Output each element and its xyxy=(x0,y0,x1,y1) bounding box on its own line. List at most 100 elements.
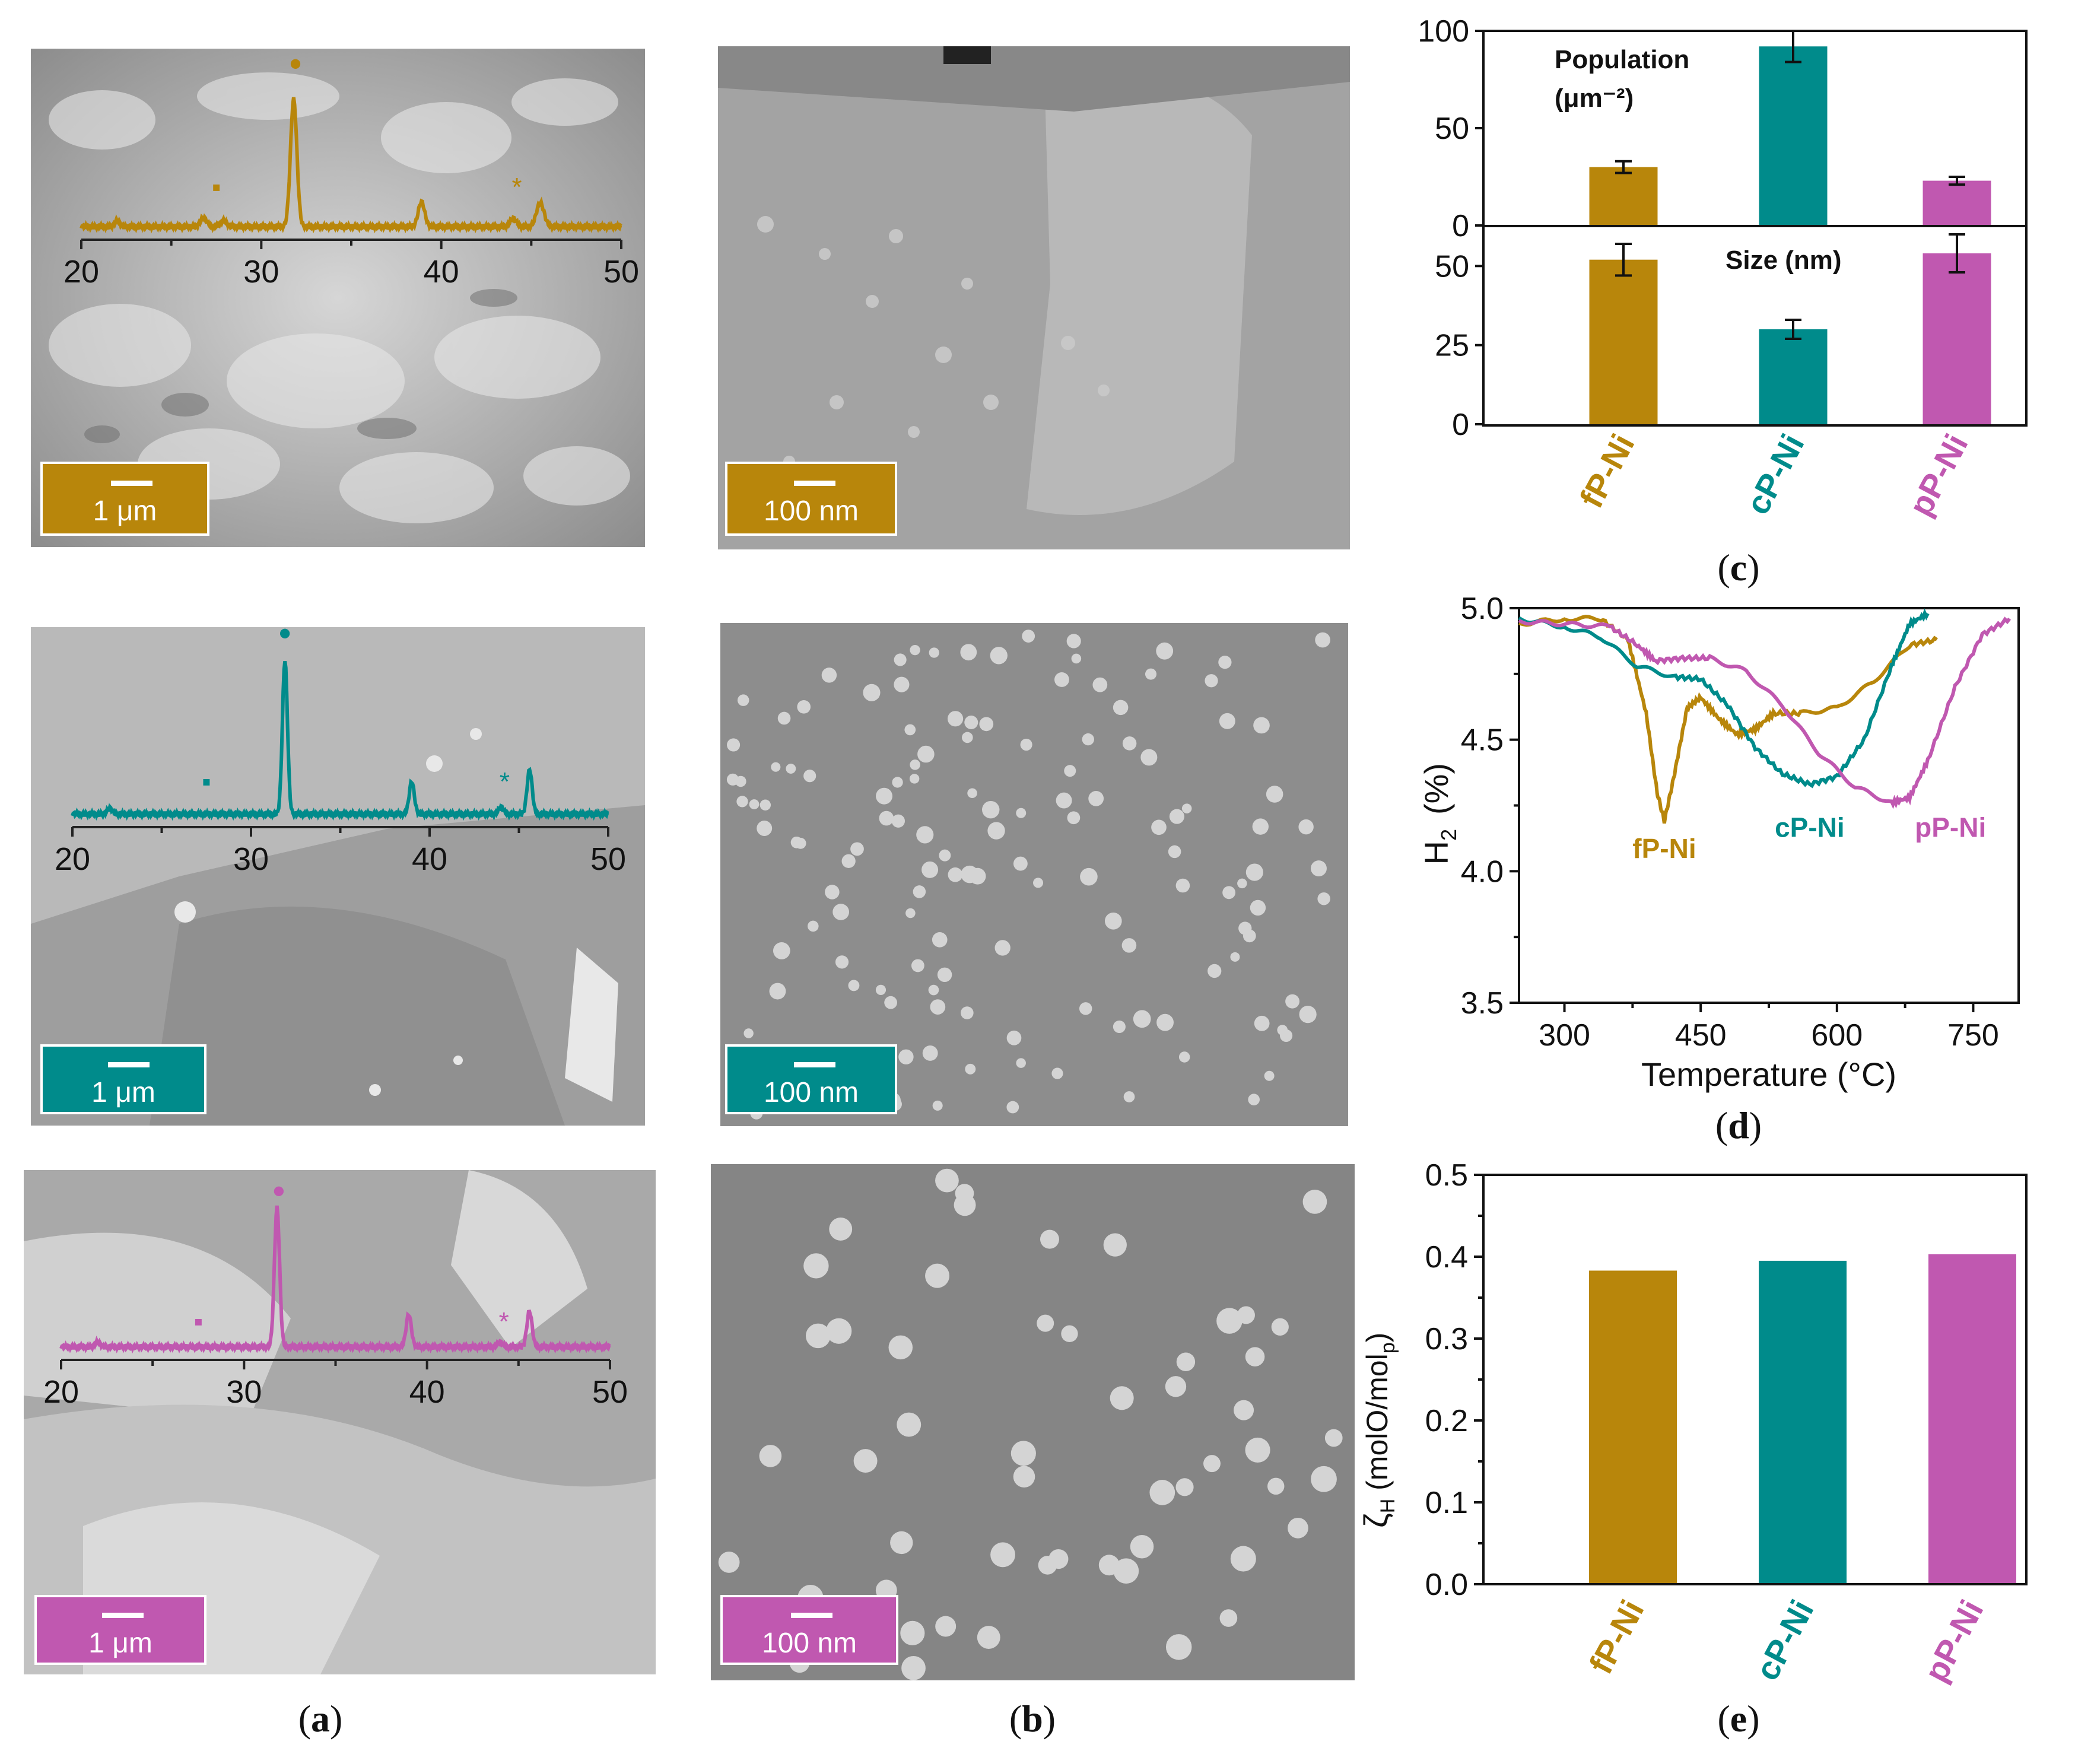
x-axis-label: Temperature (°C) xyxy=(1641,1056,1896,1093)
nanoparticle xyxy=(1121,938,1137,953)
nanoparticle xyxy=(894,676,910,692)
xrd-marker-dot: • xyxy=(289,47,301,84)
xrd-marker-square: ▪ xyxy=(193,1307,203,1336)
nanoparticle xyxy=(1175,1478,1194,1496)
caption-c: (c) xyxy=(1717,546,1760,589)
nanoparticle xyxy=(1203,1455,1221,1473)
nanoparticle xyxy=(897,1412,921,1437)
xrd-tick-label: 20 xyxy=(55,841,90,877)
nanoparticle xyxy=(977,1626,1000,1649)
nanoparticle xyxy=(922,1045,938,1061)
plot-frame xyxy=(1518,607,2020,1004)
y-axis-label: H2(%) xyxy=(1418,763,1461,865)
nanoparticle xyxy=(1250,900,1266,916)
nanoparticle xyxy=(1006,1030,1022,1045)
nanoparticle xyxy=(1113,1020,1126,1034)
nanoparticle xyxy=(929,647,939,658)
bar-fP-Ni xyxy=(1589,259,1658,424)
nanoparticle xyxy=(1205,674,1218,688)
sem-image-b-ppni xyxy=(711,1164,1355,1680)
nanoparticle xyxy=(1169,809,1184,824)
nanoparticle xyxy=(1064,765,1076,777)
nanoparticle xyxy=(1324,1429,1343,1447)
nanoparticle xyxy=(1022,630,1035,643)
nanoparticle xyxy=(1248,1094,1260,1105)
bar-pP-Ni xyxy=(1928,1254,2016,1584)
nanoparticle xyxy=(1218,656,1232,669)
y-tick-label: 50 xyxy=(1435,112,1469,146)
nanoparticle xyxy=(964,716,978,730)
xrd-tick-label: 50 xyxy=(603,254,639,290)
nanoparticle xyxy=(803,1253,829,1279)
nanoparticle xyxy=(1175,878,1190,893)
nanoparticle xyxy=(1149,1480,1175,1505)
nanoparticle xyxy=(825,885,840,900)
nanoparticle xyxy=(759,1445,782,1467)
nanoparticle xyxy=(1254,1015,1270,1031)
nanoparticle xyxy=(901,1655,926,1680)
nanoparticle xyxy=(1277,1025,1288,1035)
nanoparticle xyxy=(737,694,749,706)
nanoparticle xyxy=(1151,819,1167,835)
nanoparticle xyxy=(1067,811,1081,825)
nanoparticle xyxy=(1113,1558,1139,1584)
y-tick-label: 100 xyxy=(1418,14,1469,49)
nanoparticle xyxy=(1006,1101,1019,1114)
xrd-marker-star: * xyxy=(512,173,522,202)
scale-label: 1 μm xyxy=(88,1628,152,1659)
nanoparticle xyxy=(749,799,760,809)
nanoparticle xyxy=(1061,1325,1078,1342)
y-tick-label: 4.5 xyxy=(1461,723,1504,758)
nanoparticle xyxy=(1298,819,1314,835)
nanoparticle xyxy=(1176,1352,1196,1371)
nanoparticle xyxy=(1267,1477,1285,1495)
nanoparticle xyxy=(962,732,973,743)
caption-a: (a) xyxy=(298,1698,343,1740)
y-tick-label: 3.5 xyxy=(1461,986,1504,1021)
nanoparticle xyxy=(990,647,1008,665)
x-tick-label: 300 xyxy=(1539,1018,1590,1053)
series-line-pP-Ni xyxy=(1518,616,2012,809)
nanoparticle xyxy=(1266,786,1283,803)
nanoparticle xyxy=(1104,912,1122,930)
nanoparticle xyxy=(961,865,978,883)
nanoparticle xyxy=(1165,1376,1187,1397)
nanoparticle xyxy=(803,770,816,783)
nanoparticle xyxy=(736,796,748,808)
bar-pP-Ni xyxy=(1923,180,1991,225)
y-axis-label: ζH (molO/molp) xyxy=(1359,1333,1399,1528)
nanoparticle xyxy=(1252,818,1269,835)
scale-bar-b-cpni: 100 nm xyxy=(725,1044,897,1114)
nanoparticle xyxy=(967,788,977,799)
bar-cP-Ni xyxy=(1759,1260,1847,1584)
nanoparticle xyxy=(879,811,894,826)
sem-texture xyxy=(31,49,645,547)
nanoparticle xyxy=(930,999,946,1015)
nanoparticle xyxy=(916,826,934,844)
nanoparticle xyxy=(935,1168,959,1193)
xrd-inset-fpni: 20 30 40 50 • ▪ * xyxy=(63,47,639,290)
nanoparticle xyxy=(1311,860,1327,877)
nanoparticle xyxy=(841,854,856,868)
y-tick-label: 0.2 xyxy=(1425,1404,1468,1438)
xrd-tick-label: 20 xyxy=(43,1374,79,1410)
nanoparticle xyxy=(1156,642,1174,660)
nanoparticle xyxy=(826,1318,852,1344)
nanoparticle xyxy=(911,959,924,972)
nanoparticle xyxy=(965,1063,976,1075)
nanoparticle xyxy=(937,967,952,983)
y-tick-label: 0.4 xyxy=(1425,1240,1468,1274)
nanoparticle xyxy=(876,787,893,805)
nanoparticle xyxy=(1020,738,1032,751)
xrd-tick-label: 40 xyxy=(412,841,447,877)
nanoparticle xyxy=(850,842,864,856)
nanoparticle xyxy=(932,932,948,948)
nanoparticle xyxy=(994,940,1011,956)
bar-cP-Ni xyxy=(1759,46,1828,226)
nanoparticle xyxy=(743,1028,754,1038)
nanoparticle xyxy=(1216,1308,1243,1334)
nanoparticle xyxy=(797,700,811,714)
y-tick-label: 0.0 xyxy=(1425,1568,1468,1602)
nanoparticle xyxy=(1122,736,1137,751)
caption-b: (b) xyxy=(1009,1698,1056,1740)
